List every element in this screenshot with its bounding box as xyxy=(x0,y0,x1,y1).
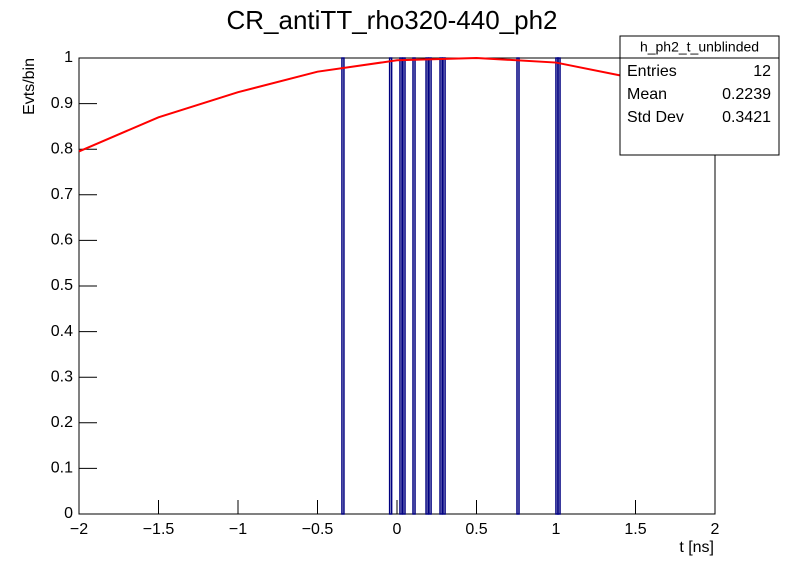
stats-key: Entries xyxy=(627,63,677,80)
y-tick-label: 0.5 xyxy=(51,277,73,294)
histogram-bar xyxy=(425,57,429,515)
stats-box xyxy=(619,35,780,156)
y-tick-label: 1 xyxy=(64,49,73,66)
x-tick-label: 0.5 xyxy=(465,521,487,538)
y-tick-label: 0.4 xyxy=(51,323,73,340)
x-tick-label: −0.5 xyxy=(302,521,334,538)
stats-value: 0.2239 xyxy=(722,86,771,103)
histogram-bar xyxy=(439,57,443,515)
y-tick-label: 0.1 xyxy=(51,460,73,477)
y-tick-label: 0.8 xyxy=(51,140,73,157)
stats-key: Std Dev xyxy=(627,109,684,126)
x-tick-label: 1.5 xyxy=(624,521,646,538)
y-tick-label: 0.9 xyxy=(51,95,73,112)
histogram-bar xyxy=(388,57,393,515)
histogram-bar xyxy=(557,57,561,515)
stats-title: h_ph2_t_unblinded xyxy=(640,39,759,55)
fit-curve xyxy=(78,56,708,153)
stats-value: 0.3421 xyxy=(722,109,771,126)
stats-key: Mean xyxy=(627,86,667,103)
y-tick-label: 0.2 xyxy=(51,414,73,431)
histogram-bar xyxy=(399,57,403,515)
y-tick-label: 0 xyxy=(64,505,73,522)
x-axis-label: t [ns] xyxy=(679,539,714,556)
x-tick-label: −2 xyxy=(70,521,88,538)
x-tick-label: 2 xyxy=(711,521,720,538)
histogram-bar xyxy=(516,57,520,515)
histogram-bar xyxy=(412,57,416,515)
x-tick-label: −1.5 xyxy=(143,521,175,538)
histogram-bar xyxy=(402,57,406,515)
chart-title: CR_antiTT_rho320-440_ph2 xyxy=(227,5,558,35)
y-tick-label: 0.7 xyxy=(51,186,73,203)
y-tick-label: 0.3 xyxy=(51,368,73,385)
x-tick-label: 0 xyxy=(393,521,402,538)
histogram-bar xyxy=(341,57,345,515)
x-tick-label: 1 xyxy=(552,521,561,538)
stats-value: 12 xyxy=(753,63,771,80)
histogram-bar xyxy=(428,57,432,515)
y-tick-label: 0.6 xyxy=(51,232,73,249)
y-axis-label: Evts/bin xyxy=(21,58,38,115)
x-tick-label: −1 xyxy=(229,521,247,538)
